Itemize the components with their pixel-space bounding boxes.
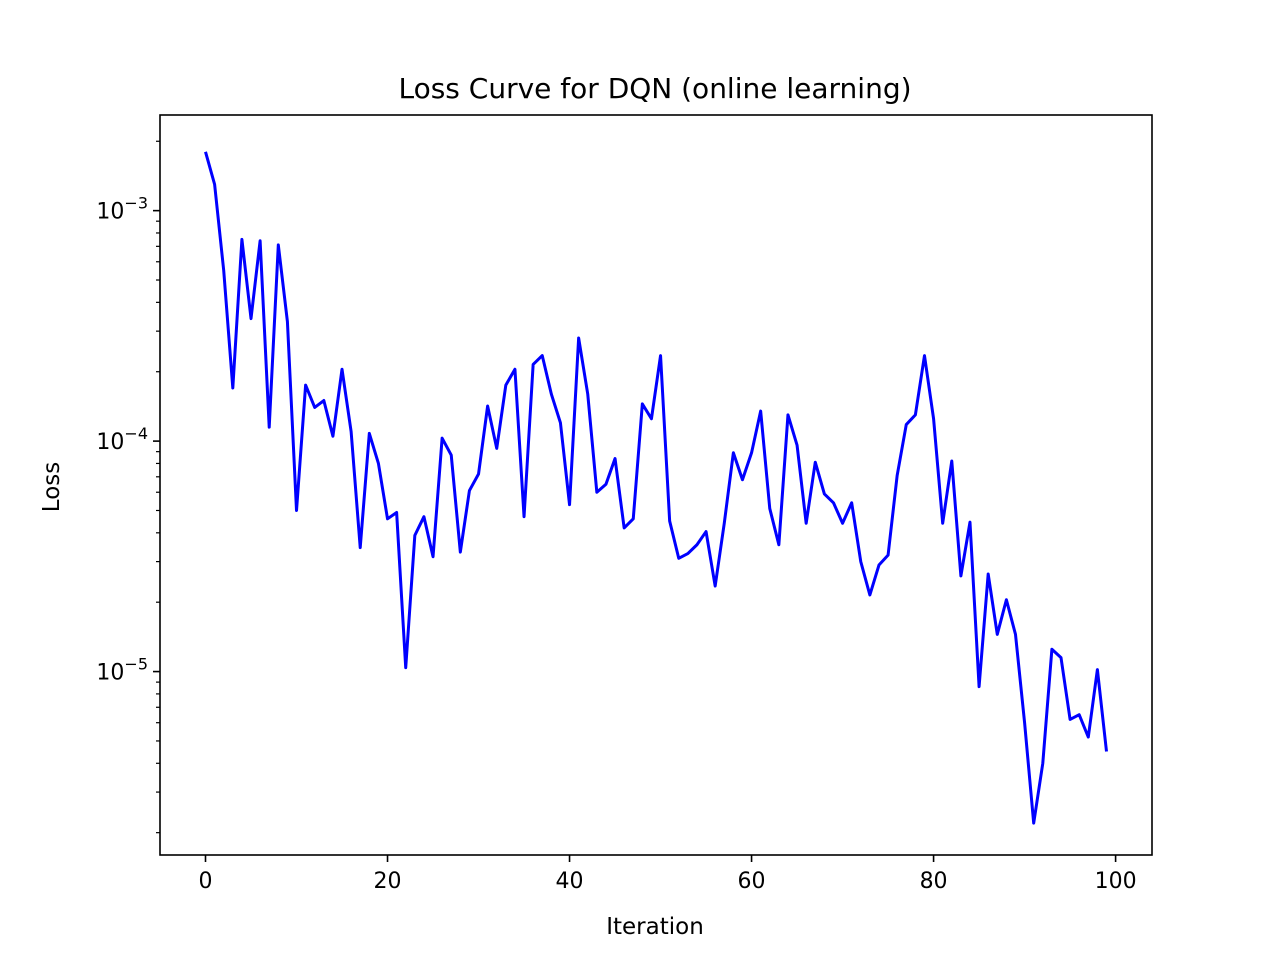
- y-tick-label: 10−5: [96, 655, 148, 686]
- plot-frame: [159, 114, 1153, 856]
- x-axis-label: Iteration: [606, 914, 704, 940]
- x-tick-label: 80: [920, 869, 948, 894]
- x-tick-label: 0: [199, 869, 213, 894]
- x-tick-label: 100: [1095, 869, 1137, 894]
- x-tick-label: 60: [738, 869, 766, 894]
- y-axis-label: Loss: [39, 462, 65, 512]
- y-tick-label: 10−4: [96, 424, 148, 455]
- chart-title: Loss Curve for DQN (online learning): [398, 72, 911, 105]
- x-tick-label: 40: [556, 869, 584, 894]
- x-tick-label: 20: [374, 869, 402, 894]
- y-tick-label: 10−3: [96, 194, 148, 225]
- plot-area: 0 20 40 60 80 100 10−3 10−4 10−5: [96, 114, 1153, 894]
- loss-series-line: [204, 151, 1108, 825]
